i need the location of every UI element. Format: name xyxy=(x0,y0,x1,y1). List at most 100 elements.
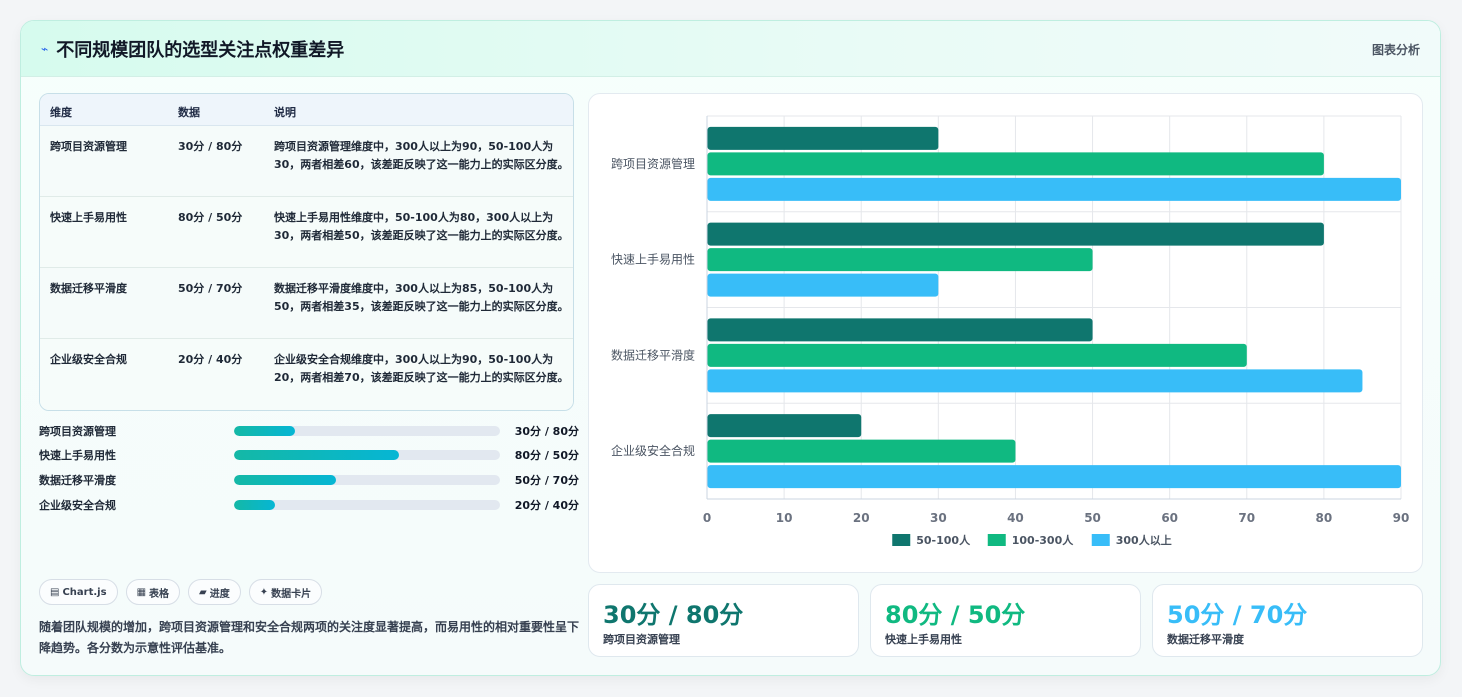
progress-row: 快速上手易用性 80分 / 50分 xyxy=(39,446,579,462)
bar xyxy=(707,126,939,150)
progress-label: 快速上手易用性 xyxy=(39,449,116,462)
bar xyxy=(707,273,939,297)
data-card-pill[interactable]: ✦ 数据卡片 xyxy=(248,579,323,605)
bar xyxy=(707,222,1324,246)
progress-icon: ▰ xyxy=(199,586,207,598)
bar-chart-panel: 0 10 20 30 40 50 60 70 80 90 跨项目资源管理 快速上手易用性 数据迁移平滑度… xyxy=(588,93,1423,573)
y-category-label: 数据迁移平滑度 xyxy=(611,347,695,362)
row-description: 跨项目资源管理维度中，300人以上为90，50-100人为30，两者相差60，该… xyxy=(274,140,569,171)
x-tick-label: 90 xyxy=(1393,511,1410,525)
column-header-dimension: 维度 xyxy=(50,106,72,119)
table-row: 数据迁移平滑度 50分 / 70分 数据迁移平滑度维度中，300人以上为85，5… xyxy=(40,268,573,339)
stat-label: 跨项目资源管理 xyxy=(603,633,680,646)
table-row: 企业级安全合规 20分 / 40分 企业级安全合规维度中，300人以上为90，5… xyxy=(40,339,573,410)
row-data: 50分 / 70分 xyxy=(178,282,243,295)
stat-label: 数据迁移平滑度 xyxy=(1167,633,1244,646)
x-tick-label: 40 xyxy=(1007,511,1024,525)
row-dimension: 数据迁移平滑度 xyxy=(50,282,127,295)
legend-label: 100-300人 xyxy=(1012,533,1074,547)
table-header: 维度 数据 说明 xyxy=(40,94,573,126)
bar xyxy=(707,248,1093,272)
view-toggle-group: ▤ Chart.js ▦ 表格 ▰ 进度 ✦ 数据卡片 xyxy=(39,579,323,605)
zap-icon: ⌁ xyxy=(41,41,49,56)
data-table: 维度 数据 说明 跨项目资源管理 30分 / 80分 跨项目资源管理维度中，30… xyxy=(39,93,574,411)
analysis-card: ⌁ 不同规模团队的选型关注点权重差异 图表分析 维度 数据 说明 跨项目资源管理… xyxy=(20,20,1441,676)
x-tick-label: 30 xyxy=(930,511,947,525)
table-icon: ▦ xyxy=(136,586,147,598)
bar-chart: 0 10 20 30 40 50 60 70 80 90 跨项目资源管理快速上手易用性数据迁移平滑度… xyxy=(611,115,1410,547)
progress-label: 企业级安全合规 xyxy=(39,499,116,512)
progress-pill[interactable]: ▰ 进度 xyxy=(188,579,241,605)
x-tick-label: 0 xyxy=(703,511,711,525)
progress-fill xyxy=(234,500,276,510)
x-tick-label: 60 xyxy=(1161,511,1178,525)
page-title: 不同规模团队的选型关注点权重差异 xyxy=(56,39,345,61)
x-tick-label: 70 xyxy=(1238,511,1255,525)
column-header-description: 说明 xyxy=(274,106,296,119)
progress-label: 数据迁移平滑度 xyxy=(39,474,116,487)
progress-row: 企业级安全合规 20分 / 40分 xyxy=(39,496,579,512)
stat-card: 30分 / 80分 跨项目资源管理 xyxy=(588,584,859,657)
y-category-label: 快速上手易用性 xyxy=(611,253,695,267)
bar xyxy=(707,465,1401,489)
stat-value: 50分 / 70分 xyxy=(1167,601,1308,629)
table-row: 快速上手易用性 80分 / 50分 快速上手易用性维度中，50-100人为80，… xyxy=(40,197,573,268)
progress-track xyxy=(234,500,500,510)
progress-fill xyxy=(234,426,296,436)
progress-label: 跨项目资源管理 xyxy=(39,425,116,438)
x-tick-label: 80 xyxy=(1316,511,1333,525)
progress-track xyxy=(234,426,500,436)
progress-fill xyxy=(234,450,399,460)
pill-label: Chart.js xyxy=(62,586,107,598)
stat-card: 80分 / 50分 快速上手易用性 xyxy=(870,584,1141,657)
legend-swatch xyxy=(892,534,911,546)
column-header-data: 数据 xyxy=(178,106,200,119)
pill-label: 进度 xyxy=(209,588,230,600)
stat-card: 50分 / 70分 数据迁移平滑度 xyxy=(1152,584,1423,657)
row-description: 数据迁移平滑度维度中，300人以上为85，50-100人为50，两者相差35，该… xyxy=(274,282,569,313)
progress-row: 跨项目资源管理 30分 / 80分 xyxy=(39,422,579,438)
sparkle-icon: ✦ xyxy=(259,586,269,598)
legend-swatch xyxy=(987,534,1006,546)
chart-icon: ▤ xyxy=(50,586,60,598)
bar xyxy=(707,343,1247,367)
stat-value: 80分 / 50分 xyxy=(885,601,1026,629)
x-tick-label: 20 xyxy=(853,511,870,525)
legend-label: 300人以上 xyxy=(1116,533,1172,547)
progress-fill xyxy=(234,475,337,485)
row-dimension: 快速上手易用性 xyxy=(50,211,127,224)
row-description: 企业级安全合规维度中，300人以上为90，50-100人为20，两者相差70，该… xyxy=(274,353,569,384)
chartjs-pill[interactable]: ▤ Chart.js xyxy=(39,579,118,605)
bar xyxy=(707,414,862,438)
legend-label: 50-100人 xyxy=(916,533,971,547)
table-pill[interactable]: ▦ 表格 xyxy=(125,579,181,605)
row-data: 80分 / 50分 xyxy=(178,211,243,224)
progress-value: 30分 / 80分 xyxy=(514,425,579,438)
table-row: 跨项目资源管理 30分 / 80分 跨项目资源管理维度中，300人以上为90，5… xyxy=(40,126,573,197)
progress-row: 数据迁移平滑度 50分 / 70分 xyxy=(39,471,579,487)
row-data: 20分 / 40分 xyxy=(178,353,243,366)
bar xyxy=(707,439,1016,463)
pill-label: 表格 xyxy=(149,588,170,600)
header-meta-label[interactable]: 图表分析 xyxy=(1371,43,1420,57)
progress-value: 80分 / 50分 xyxy=(514,449,579,462)
x-tick-label: 10 xyxy=(776,511,793,525)
bar xyxy=(707,177,1401,201)
progress-value: 50分 / 70分 xyxy=(514,474,579,487)
stat-value: 30分 / 80分 xyxy=(603,601,744,629)
row-data: 30分 / 80分 xyxy=(178,140,243,153)
bar xyxy=(707,318,1093,342)
row-description: 快速上手易用性维度中，50-100人为80，300人以上为30，两者相差50，该… xyxy=(274,211,569,242)
stat-label: 快速上手易用性 xyxy=(885,633,962,646)
legend-swatch xyxy=(1091,534,1110,546)
pill-label: 数据卡片 xyxy=(271,588,312,600)
progress-track xyxy=(234,450,500,460)
card-header: ⌁ 不同规模团队的选型关注点权重差异 图表分析 xyxy=(21,21,1440,77)
x-tick-label: 50 xyxy=(1084,511,1101,525)
bar xyxy=(707,152,1324,176)
y-category-label: 跨项目资源管理 xyxy=(611,156,695,171)
bar xyxy=(707,369,1363,393)
progress-track xyxy=(234,475,500,485)
row-dimension: 跨项目资源管理 xyxy=(50,140,127,153)
row-dimension: 企业级安全合规 xyxy=(50,353,127,366)
